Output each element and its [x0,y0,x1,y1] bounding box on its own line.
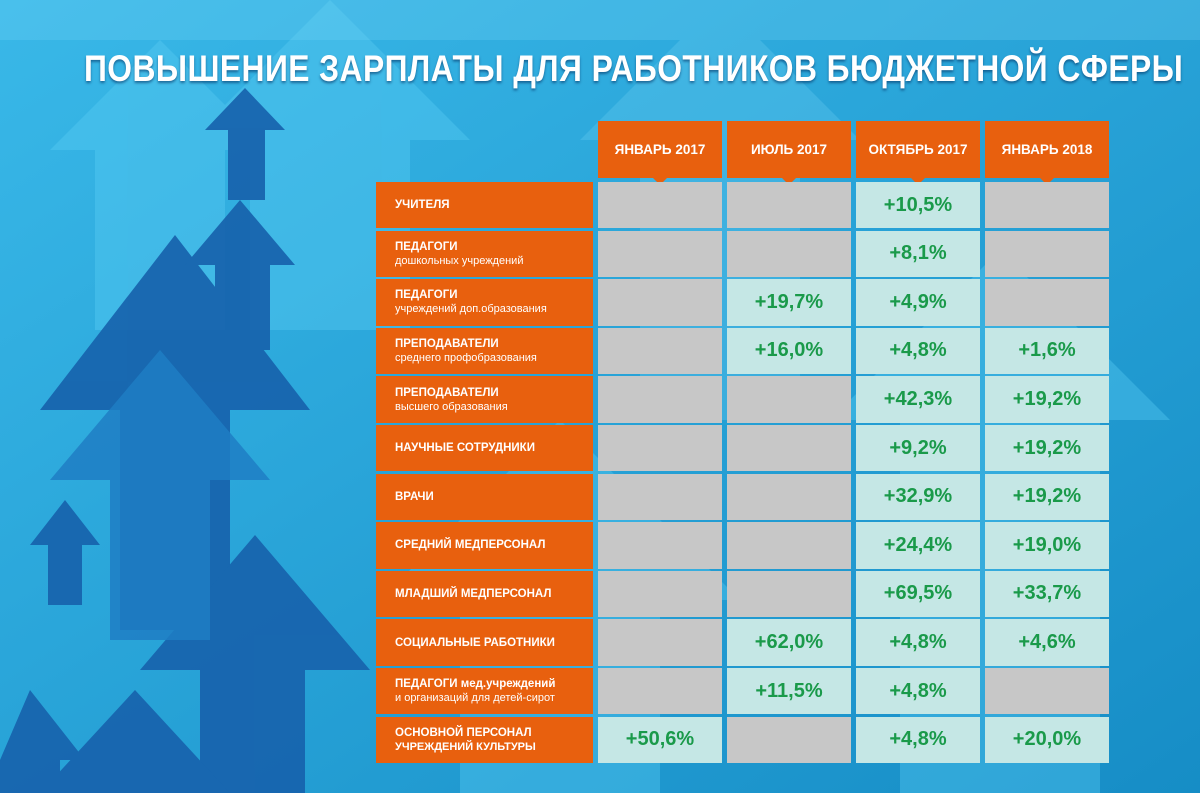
value-cell: +4,8% [856,327,980,375]
row-label-main: НАУЧНЫЕ СОТРУДНИКИ [395,442,535,455]
empty-cell [985,182,1109,229]
value-cell: +33,7% [985,570,1109,618]
empty-cell [985,668,1109,715]
empty-cell [727,376,851,423]
row-label-main: ОСНОВНОЙ ПЕРСОНАЛ [395,726,532,739]
row-label-main: МЛАДШИЙ МЕДПЕРСОНАЛ [395,587,552,600]
column-header-label: ИЮЛЬ 2017 [750,142,828,157]
empty-cell [727,716,851,763]
value-cell: +8,1% [856,230,980,277]
empty-cell [598,230,722,277]
value-cell: +50,6% [598,716,722,763]
empty-cell [598,327,722,375]
value-cell: +9,2% [856,425,980,472]
value-cell: +4,6% [985,619,1109,666]
column-header: ЯНВАРЬ 2017 [598,121,722,185]
value-cell: +20,0% [985,716,1109,763]
row-label-main: УЧИТЕЛЯ [395,199,450,212]
value-cell: +69,5% [856,570,980,618]
row-label: ОСНОВНОЙ ПЕРСОНАЛ УЧРЕЖДЕНИЙ КУЛЬТУРЫ [376,716,593,763]
row-label: ПЕДАГОГИ учреждений доп.образования [376,279,593,326]
value-cell: +4,8% [856,716,980,763]
row-label-main: ПЕДАГОГИ [395,240,458,253]
value-cell: +4,8% [856,668,980,715]
value-cell: +1,6% [985,327,1109,375]
value-cell: +62,0% [727,619,851,666]
empty-cell [598,668,722,715]
header-pointer-icon [1040,178,1054,185]
empty-cell [598,619,722,666]
row-label: МЛАДШИЙ МЕДПЕРСОНАЛ [376,570,593,618]
value-cell: +16,0% [727,327,851,375]
empty-cell [598,522,722,569]
row-label-sub: дошкольных учреждений [395,254,524,267]
value-cell: +19,2% [985,425,1109,472]
column-header: ЯНВАРЬ 2018 [985,121,1109,185]
row-label-sub: учреждений доп.образования [395,303,547,316]
empty-cell [598,376,722,423]
header-pointer-icon [911,178,925,185]
header-pointer-icon [653,178,667,185]
value-cell: +10,5% [856,182,980,229]
row-label: СОЦИАЛЬНЫЕ РАБОТНИКИ [376,619,593,666]
value-cell: +11,5% [727,668,851,715]
row-label: ПРЕПОДАВАТЕЛИ среднего профобразования [376,327,593,375]
empty-cell [727,473,851,520]
page-title: ПОВЫШЕНИЕ ЗАРПЛАТЫ ДЛЯ РАБОТНИКОВ БЮДЖЕТ… [84,48,1184,89]
row-label: ВРАЧИ [376,473,593,520]
row-label-main: СОЦИАЛЬНЫЕ РАБОТНИКИ [395,636,555,649]
column-header-label: ЯНВАРЬ 2017 [614,142,706,157]
header-pointer-icon [782,178,796,185]
row-label: УЧИТЕЛЯ [376,182,593,229]
row-label: ПЕДАГОГИ мед.учреждений и организаций для… [376,668,593,715]
empty-cell [727,182,851,229]
row-label: ПРЕПОДАВАТЕЛИ высшего образования [376,376,593,423]
value-cell: +19,2% [985,473,1109,520]
value-cell: +4,9% [856,279,980,326]
empty-cell [985,230,1109,277]
column-header: ОКТЯБРЬ 2017 [856,121,980,185]
row-label-main: ПРЕПОДАВАТЕЛИ [395,337,499,350]
value-cell: +19,7% [727,279,851,326]
column-header-label: ЯНВАРЬ 2018 [1001,142,1093,157]
empty-cell [727,570,851,618]
empty-cell [598,182,722,229]
column-header: ИЮЛЬ 2017 [727,121,851,185]
empty-cell [598,279,722,326]
row-label-sub: среднего профобразования [395,351,537,364]
column-header-label: ОКТЯБРЬ 2017 [868,142,968,157]
row-label: СРЕДНИЙ МЕДПЕРСОНАЛ [376,522,593,569]
row-label-main: ВРАЧИ [395,490,434,503]
value-cell: +42,3% [856,376,980,423]
empty-cell [598,570,722,618]
row-label-sub: УЧРЕЖДЕНИЙ КУЛЬТУРЫ [395,740,536,753]
value-cell: +19,0% [985,522,1109,569]
value-cell: +24,4% [856,522,980,569]
row-label: ПЕДАГОГИ дошкольных учреждений [376,230,593,277]
empty-cell [598,425,722,472]
value-cell: +32,9% [856,473,980,520]
row-label-sub: высшего образования [395,400,508,413]
row-label: НАУЧНЫЕ СОТРУДНИКИ [376,425,593,472]
row-label-sub: и организаций для детей-сирот [395,692,555,705]
empty-cell [727,230,851,277]
empty-cell [727,522,851,569]
empty-cell [727,425,851,472]
row-label-main: ПРЕПОДАВАТЕЛИ [395,386,499,399]
empty-cell [985,279,1109,326]
row-label-main: ПЕДАГОГИ мед.учреждений [395,678,556,691]
value-cell: +19,2% [985,376,1109,423]
value-cell: +4,8% [856,619,980,666]
row-label-main: ПЕДАГОГИ [395,289,458,302]
row-label-main: СРЕДНИЙ МЕДПЕРСОНАЛ [395,539,546,552]
empty-cell [598,473,722,520]
